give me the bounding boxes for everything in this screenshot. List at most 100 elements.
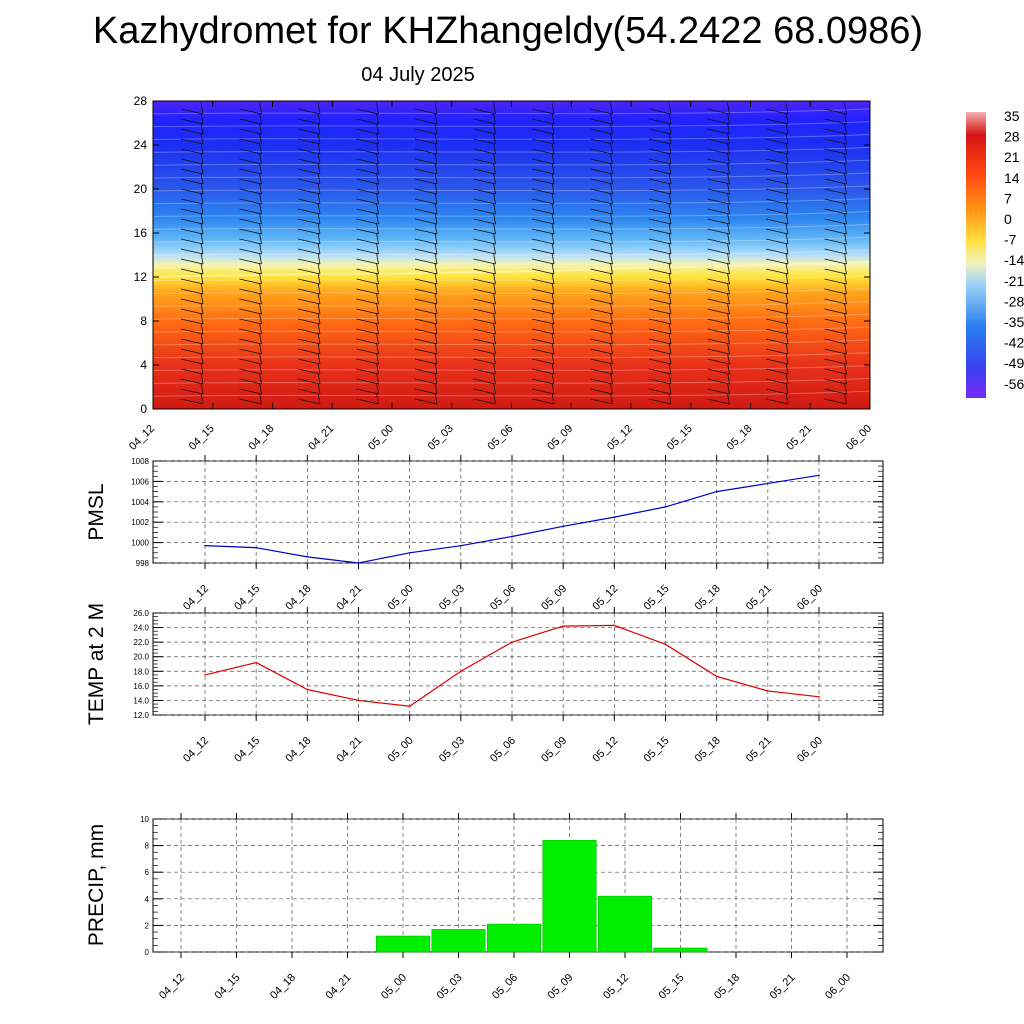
wind-barb-shaft [824, 138, 847, 145]
wind-barb-flag [844, 242, 847, 255]
wind-barb [473, 362, 496, 375]
wind-barb-shaft [473, 318, 496, 325]
colorbar-label: -21 [1004, 273, 1024, 289]
wind-barb [590, 232, 613, 245]
wind-barb-flag [200, 322, 204, 335]
x-tick-label: 05_18 [712, 972, 742, 1002]
wind-barb [531, 272, 555, 285]
wind-barb [765, 252, 789, 265]
wind-barb [765, 312, 789, 325]
wind-barb [765, 222, 789, 235]
contour-line [153, 377, 870, 384]
wind-barb [590, 332, 613, 345]
wind-barb-flag [434, 102, 438, 115]
colorbar-label: -14 [1004, 252, 1024, 268]
wind-barb-shaft [590, 278, 613, 285]
wind-barb-shaft [180, 328, 204, 335]
wind-barb-shaft [473, 248, 496, 255]
wind-barb-shaft [648, 178, 672, 185]
wind-barb [648, 202, 672, 215]
wind-barb-shaft [648, 148, 672, 155]
wind-barb-flag [727, 242, 730, 255]
wind-barb-shaft [297, 218, 321, 225]
wind-barb-flag [376, 142, 379, 155]
wind-barb-flag [610, 282, 613, 295]
wind-barb-flag [376, 162, 379, 175]
wind-barb-shaft [590, 188, 613, 195]
wind-barb-shaft [824, 148, 847, 155]
wind-barb [531, 252, 555, 265]
wind-barb [590, 392, 613, 405]
wind-barb [707, 202, 730, 215]
wind-barb [473, 332, 496, 345]
x-tick-label: 05_12 [601, 972, 631, 1002]
wind-barb-flag [551, 312, 555, 325]
wind-barb-shaft [180, 368, 204, 375]
wind-barb-shaft [414, 258, 438, 265]
wind-barb [356, 252, 379, 265]
wind-barb [473, 282, 496, 295]
wind-barb-flag [259, 242, 262, 255]
wind-barb [356, 382, 379, 395]
contour-line [153, 326, 870, 333]
wind-barb-shaft [707, 268, 730, 275]
wind-barb-shaft [707, 398, 730, 405]
x-tick-label: 05_21 [784, 423, 814, 453]
wind-barb-flag [610, 172, 613, 185]
wind-barb [707, 182, 730, 195]
wind-barb-shaft [473, 288, 496, 295]
wind-barb-shaft [297, 368, 321, 375]
wind-barb-flag [434, 382, 438, 395]
wind-barb [473, 212, 496, 225]
wind-barb-shaft [356, 238, 379, 245]
wind-barb-flag [785, 332, 789, 345]
x-tick-label: 05_03 [437, 735, 467, 765]
wind-barb-flag [434, 372, 438, 385]
wind-barb [531, 392, 555, 405]
wind-barb-shaft [824, 178, 847, 185]
wind-barb [356, 262, 379, 275]
wind-barb-flag [727, 212, 730, 225]
wind-barb-flag [844, 252, 847, 265]
wind-barb [239, 132, 262, 145]
wind-barb-shaft [765, 348, 789, 355]
wind-barb-flag [493, 372, 496, 385]
wind-barb-flag [668, 302, 672, 315]
wind-barb-flag [844, 112, 847, 125]
wind-barb-flag [610, 222, 613, 235]
wind-barb-shaft [531, 158, 555, 165]
wind-barb [590, 312, 613, 325]
wind-barb [239, 152, 262, 165]
wind-barb [765, 342, 789, 355]
wind-barb-shaft [473, 268, 496, 275]
wind-barb [297, 192, 321, 205]
wind-barb-shaft [473, 278, 496, 285]
wind-barb-shaft [180, 378, 204, 385]
wind-barb [824, 292, 847, 305]
wind-barb-shaft [765, 208, 789, 215]
wind-barb-shaft [297, 188, 321, 195]
wind-barb-flag [844, 172, 847, 185]
wind-barb-shaft [765, 148, 789, 155]
wind-barb-flag [785, 182, 789, 195]
wind-barb-shaft [356, 358, 379, 365]
wind-barb [473, 202, 496, 215]
wind-barb-shaft [239, 258, 262, 265]
wind-barb-shaft [297, 338, 321, 345]
wind-barb-shaft [707, 138, 730, 145]
wind-barb-flag [317, 232, 321, 245]
wind-barb [590, 302, 613, 315]
wind-barb [297, 142, 321, 155]
wind-barb [414, 112, 438, 125]
wind-barb-shaft [239, 148, 262, 155]
wind-barb-shaft [824, 368, 847, 375]
wind-barb-shaft [531, 118, 555, 125]
wind-barb-shaft [824, 348, 847, 355]
wind-barb-flag [727, 332, 730, 345]
data-point [306, 556, 309, 558]
wind-barb [239, 372, 262, 385]
wind-barb [590, 262, 613, 275]
wind-barb [590, 162, 613, 175]
wind-barb [648, 362, 672, 375]
wind-barb [297, 332, 321, 345]
